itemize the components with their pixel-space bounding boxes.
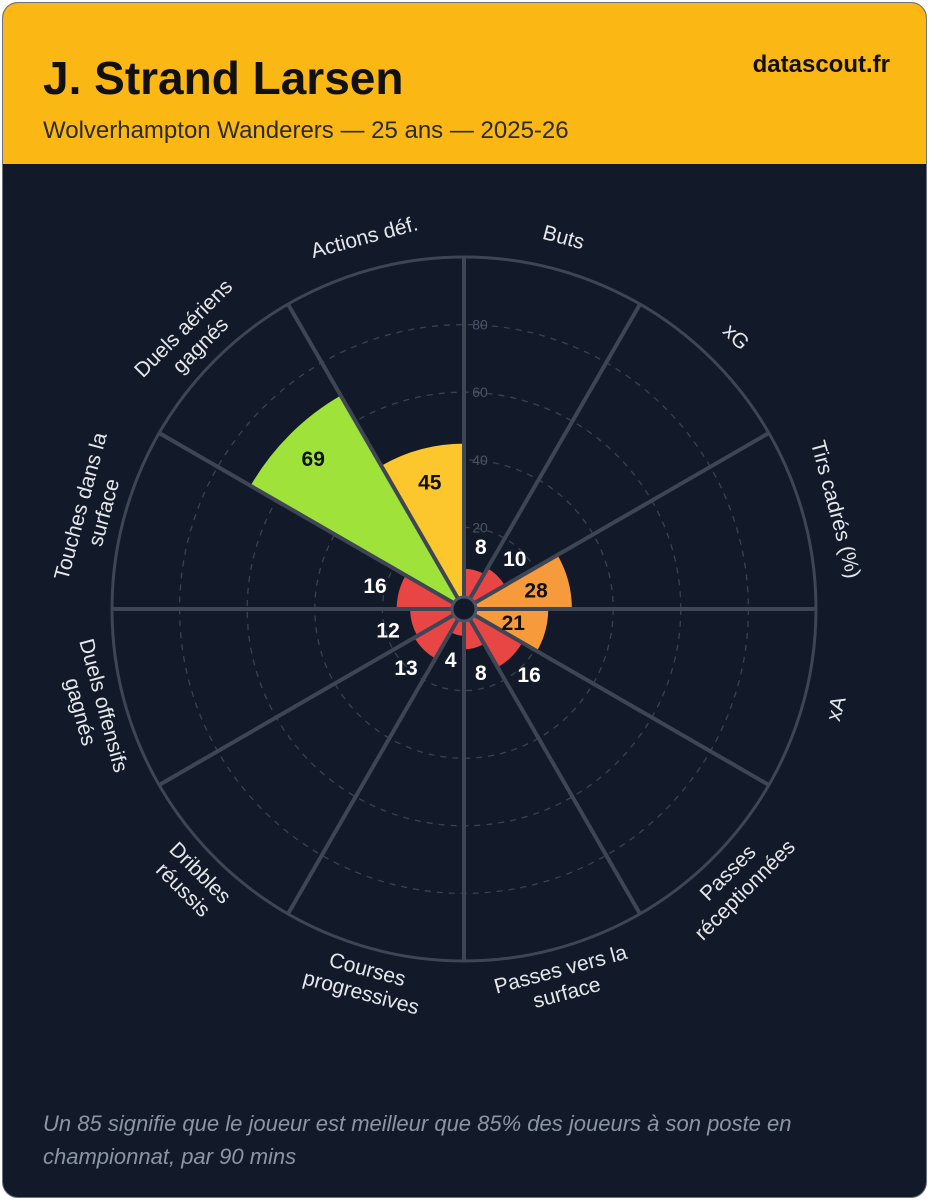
spoke-7	[286, 608, 466, 915]
spoke-10	[158, 431, 465, 611]
category-label-line: Actions déf.	[309, 212, 421, 263]
spoke-8	[158, 607, 465, 787]
value-label-10: 69	[302, 448, 325, 471]
header-banner: J. Strand Larsen Wolverhampton Wanderers…	[3, 3, 926, 164]
spoke-11	[286, 303, 466, 610]
spoke-1	[462, 303, 642, 610]
bar-10	[248, 393, 467, 612]
brand-name: datascout.fr	[752, 51, 890, 78]
category-label-line: xG	[718, 319, 753, 354]
category-label-line: xA	[822, 694, 851, 724]
value-label-8: 12	[376, 619, 399, 642]
tick-label-80: 80	[472, 317, 488, 333]
value-label-4: 16	[517, 664, 540, 687]
value-label-3: 21	[502, 612, 526, 635]
tick-label-40: 40	[472, 452, 488, 468]
value-label-0: 8	[475, 536, 487, 559]
spoke-5	[462, 608, 642, 915]
category-label-3: xA	[822, 694, 851, 724]
value-label-9: 16	[363, 575, 386, 598]
footnote: Un 85 signifie que le joueur est meilleu…	[43, 1111, 792, 1169]
value-label-1: 10	[503, 548, 526, 571]
value-label-5: 8	[475, 662, 487, 685]
value-label-7: 13	[394, 657, 417, 680]
category-label-1: xG	[718, 319, 753, 354]
spoke-4	[463, 607, 770, 787]
value-label-2: 28	[524, 580, 548, 603]
center-hub	[450, 595, 478, 623]
player-subtitle: Wolverhampton Wanderers — 25 ans — 2025-…	[43, 117, 569, 144]
category-label-11: Actions déf.	[309, 212, 421, 263]
category-label-0: Buts	[540, 221, 587, 254]
category-label-line: Tirs cadrés (%)	[806, 438, 865, 581]
value-label-11: 45	[418, 471, 442, 494]
tick-label-20: 20	[472, 519, 488, 535]
category-label-2: Tirs cadrés (%)	[806, 438, 865, 581]
radar-chart: 20406080810282116841312166945ButsxGTirs …	[50, 212, 865, 1020]
spoke-2	[463, 431, 770, 611]
value-label-6: 4	[445, 649, 457, 672]
category-label-line: Buts	[540, 221, 587, 254]
player-name: J. Strand Larsen	[43, 52, 404, 104]
tick-label-60: 60	[472, 384, 488, 400]
